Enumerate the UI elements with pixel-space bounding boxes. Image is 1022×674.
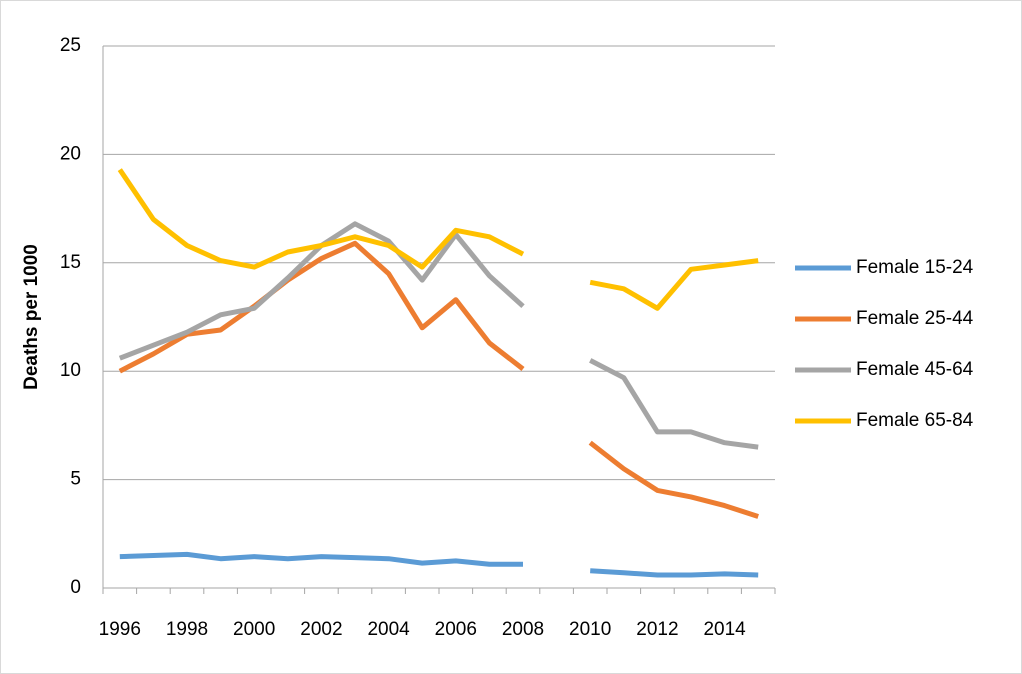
y-tick-label: 10 bbox=[60, 360, 81, 381]
legend-label: Female 25-44 bbox=[856, 308, 974, 329]
x-tick-label: 2006 bbox=[435, 619, 477, 640]
x-tick-label: 2012 bbox=[636, 619, 678, 640]
y-tick-label: 15 bbox=[60, 252, 81, 273]
x-tick-label: 2008 bbox=[502, 619, 544, 640]
x-tick-label: 2004 bbox=[367, 619, 410, 640]
y-tick-label: 20 bbox=[60, 143, 81, 164]
x-tick-label: 2002 bbox=[300, 619, 342, 640]
x-tick-label: 1998 bbox=[166, 619, 208, 640]
x-tick-label: 2000 bbox=[233, 619, 275, 640]
x-tick-label: 2014 bbox=[703, 619, 746, 640]
legend-label: Female 15-24 bbox=[856, 257, 974, 278]
x-tick-label: 2010 bbox=[569, 619, 611, 640]
y-axis-label: Deaths per 1000 bbox=[21, 244, 42, 390]
legend-label: Female 65-84 bbox=[856, 410, 974, 431]
series-line bbox=[119, 551, 759, 578]
y-tick-label: 0 bbox=[70, 577, 81, 598]
x-tick-label: 1996 bbox=[99, 619, 141, 640]
legend-label: Female 45-64 bbox=[856, 359, 974, 380]
y-tick-label: 25 bbox=[60, 35, 81, 56]
y-tick-label: 5 bbox=[70, 469, 81, 490]
series-line bbox=[117, 168, 759, 311]
